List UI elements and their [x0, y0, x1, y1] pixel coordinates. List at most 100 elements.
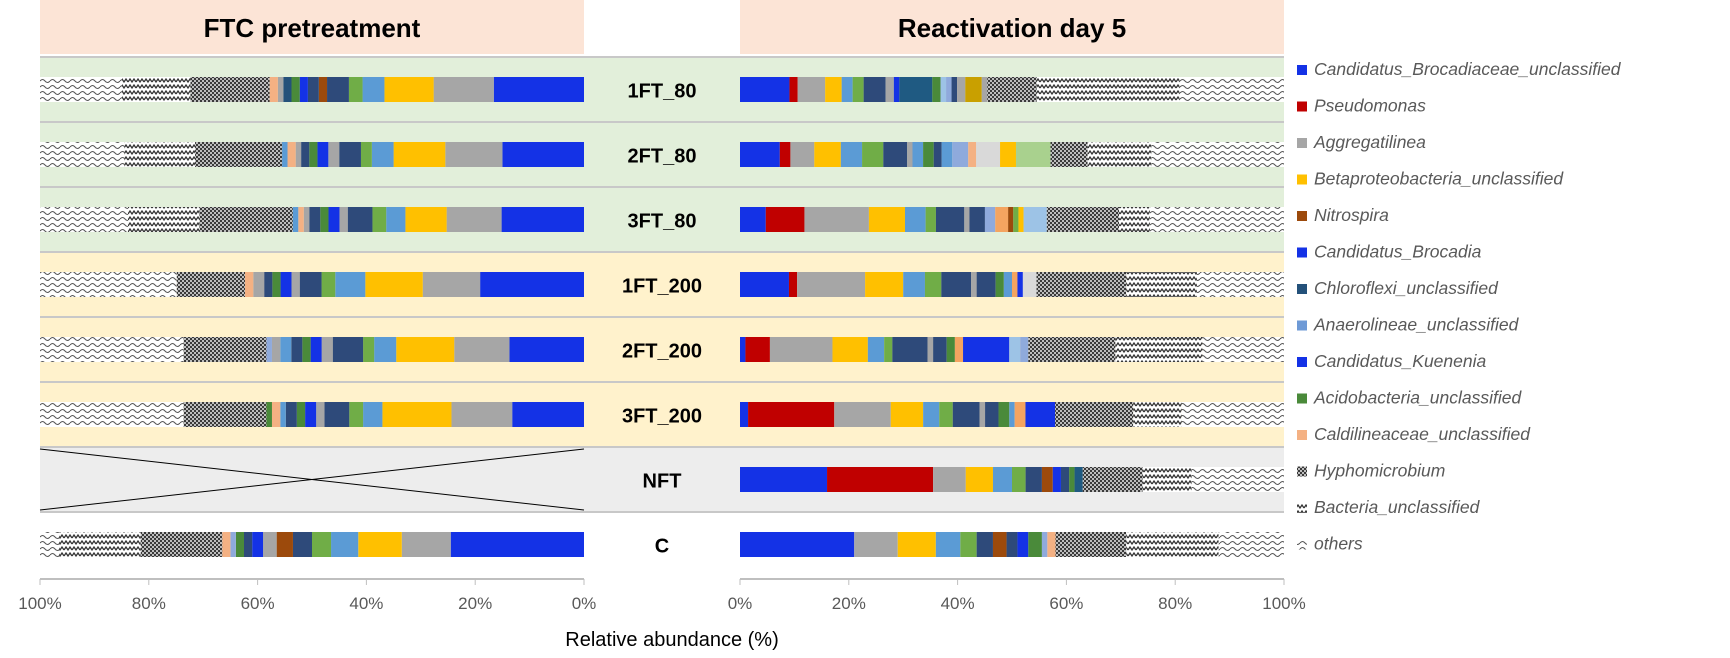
- bar-segment-bacteria_unclassified: [124, 142, 196, 167]
- legend: Candidatus_Brocadiaceae_unclassified Pseu…: [1297, 59, 1622, 554]
- bar-segment-aggregatilinea: [933, 467, 966, 492]
- bar-segment-navy: [952, 402, 980, 427]
- bar-segment-brocadiaceae: [740, 337, 746, 362]
- bar-segment-green: [360, 142, 372, 167]
- bar-segment-brocadiaceae: [740, 77, 790, 102]
- bar-segment-aggregatilinea: [277, 77, 284, 102]
- bar-segment-betaproteo: [396, 337, 455, 362]
- category-label: 3FT_200: [622, 406, 702, 428]
- legend-label: Bacteria_unclassified: [1314, 497, 1481, 517]
- bar-segment-betaproteo: [393, 142, 446, 167]
- bar-segment-aggregatilinea: [981, 77, 988, 102]
- bar-segment-acidobacteria: [1028, 532, 1042, 557]
- bar-segment-pseudomonas: [745, 337, 770, 362]
- bar-segment-navy: [299, 272, 322, 297]
- left-tick-label: 20%: [458, 594, 492, 613]
- bar-segment-green: [960, 532, 977, 557]
- bar-segment-betaproteo: [384, 77, 434, 102]
- bar-segment-hyphomicrobium: [1036, 272, 1127, 297]
- legend-label: Anaerolineae_unclassified: [1313, 315, 1520, 335]
- bar-segment-acidobacteria: [296, 402, 306, 427]
- bar-segment-nitrospira: [1008, 207, 1014, 232]
- bar-segment-brocadiaceae: [512, 402, 584, 427]
- bar-segment-light_blue: [386, 207, 406, 232]
- bar-segment-acidobacteria: [291, 77, 300, 102]
- bar-segment-betaproteo: [405, 207, 447, 232]
- legend-label: Candidatus_Brocadia: [1314, 242, 1482, 262]
- bar-segment-bacteria_unclassified: [1115, 337, 1203, 362]
- bar-segment-green: [312, 532, 332, 557]
- legend-swatch: [1297, 211, 1307, 221]
- bar-segment-pseudomonas: [827, 467, 934, 492]
- bar-segment-light_blue: [335, 272, 366, 297]
- bar-segment-navy: [347, 207, 373, 232]
- bar-segment-hyphomicrobium: [190, 77, 270, 102]
- bar-segment-nitrospira: [318, 77, 328, 102]
- bar-segment-hyphomicrobium: [199, 207, 293, 232]
- bar-segment-pseudomonas: [779, 142, 791, 167]
- bar-segment-hyphomicrobium: [1055, 532, 1127, 557]
- bar-segment-green: [372, 207, 387, 232]
- left-tick-label: 40%: [349, 594, 383, 613]
- bar-segment-aggregatilinea: [854, 532, 898, 557]
- bar-segment-hyphomicrobium: [195, 142, 283, 167]
- bar-segment-brocadiaceae: [1025, 402, 1056, 427]
- bar-segment-betaproteo: [897, 532, 936, 557]
- category-label: C: [655, 536, 669, 558]
- bar-segment-acidobacteria: [266, 402, 272, 427]
- right-panel-title: Reactivation day 5: [898, 13, 1126, 43]
- bar-segment-light_blue: [1003, 272, 1012, 297]
- bar-segment-light_blue: [292, 207, 299, 232]
- bar-segment-navy: [292, 532, 312, 557]
- bar-segment-pseudomonas: [789, 77, 798, 102]
- bar-segment-brocadiaceae: [740, 532, 855, 557]
- legend-swatch: [1297, 430, 1307, 440]
- bar-segment-hyphomicrobium: [1055, 402, 1134, 427]
- left-tick-label: 80%: [132, 594, 166, 613]
- legend-swatch: [1297, 247, 1307, 258]
- legend-swatch: [1297, 357, 1307, 367]
- bar-segment-caldilineaceae: [298, 207, 304, 232]
- bar-segment-green: [924, 272, 942, 297]
- right-tick-label: 60%: [1049, 594, 1083, 613]
- bar-segment-light_blue: [992, 467, 1012, 492]
- bar-segment-aggregatilinea: [797, 272, 866, 297]
- bar-segment-betaproteo: [965, 467, 993, 492]
- bar-segment-acidobacteria: [309, 142, 318, 167]
- bar-segment-brocadiaceae: [317, 142, 329, 167]
- bar-segment-aggregatilinea: [790, 142, 815, 167]
- bar-segment-light_blue: [282, 142, 288, 167]
- bar-segment-aggregatilinea: [446, 207, 502, 232]
- bar-segment-aggregatilinea: [797, 77, 826, 102]
- bar-segment-brocadiaceae: [893, 77, 900, 102]
- bar-segment-others: [1191, 467, 1284, 492]
- bar-segment-hyphomicrobium: [183, 402, 267, 427]
- bar-segment-acidobacteria: [932, 77, 941, 102]
- bar-segment-bacteria_unclassified: [1087, 142, 1152, 167]
- bar-segment-light_gray: [976, 142, 1001, 167]
- empty-cross-line: [39, 448, 585, 511]
- bar-segment-brocadiaceae: [1017, 272, 1023, 297]
- bar-segment-brocadiaceae: [963, 337, 1010, 362]
- bar-segment-aggregatilinea: [316, 402, 325, 427]
- bar-segment-navy: [935, 207, 965, 232]
- bar-segment-gold: [965, 77, 982, 102]
- left-tick-label: 60%: [241, 594, 275, 613]
- bar-segment-others: [1181, 402, 1284, 427]
- pretreatment-bars: [39, 77, 585, 557]
- bar-segment-navy: [863, 77, 886, 102]
- bar-segment-others: [1151, 142, 1284, 167]
- bar-segment-others: [1149, 207, 1284, 232]
- bar-segment-bacteria_unclassified: [1133, 402, 1182, 427]
- bar-segment-acidobacteria: [302, 337, 311, 362]
- bar-segment-bacteria_unclassified: [1126, 272, 1197, 297]
- bar-segment-green: [925, 207, 936, 232]
- bar-segment-light_gray: [1022, 272, 1037, 297]
- bar-segment-aggregatilinea: [263, 532, 277, 557]
- bar-segment-betaproteo: [865, 272, 904, 297]
- bar-segment-light_blue: [280, 337, 292, 362]
- legend-swatch: [1297, 466, 1307, 477]
- bar-segment-light_blue: [280, 402, 286, 427]
- legend-label: Acidobacteria_unclassified: [1313, 388, 1522, 408]
- bar-segment-aggregatilinea: [804, 207, 869, 232]
